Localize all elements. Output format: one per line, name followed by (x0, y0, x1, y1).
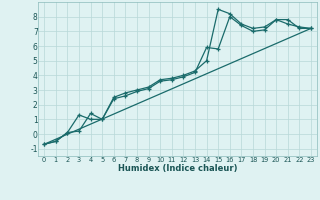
X-axis label: Humidex (Indice chaleur): Humidex (Indice chaleur) (118, 164, 237, 173)
